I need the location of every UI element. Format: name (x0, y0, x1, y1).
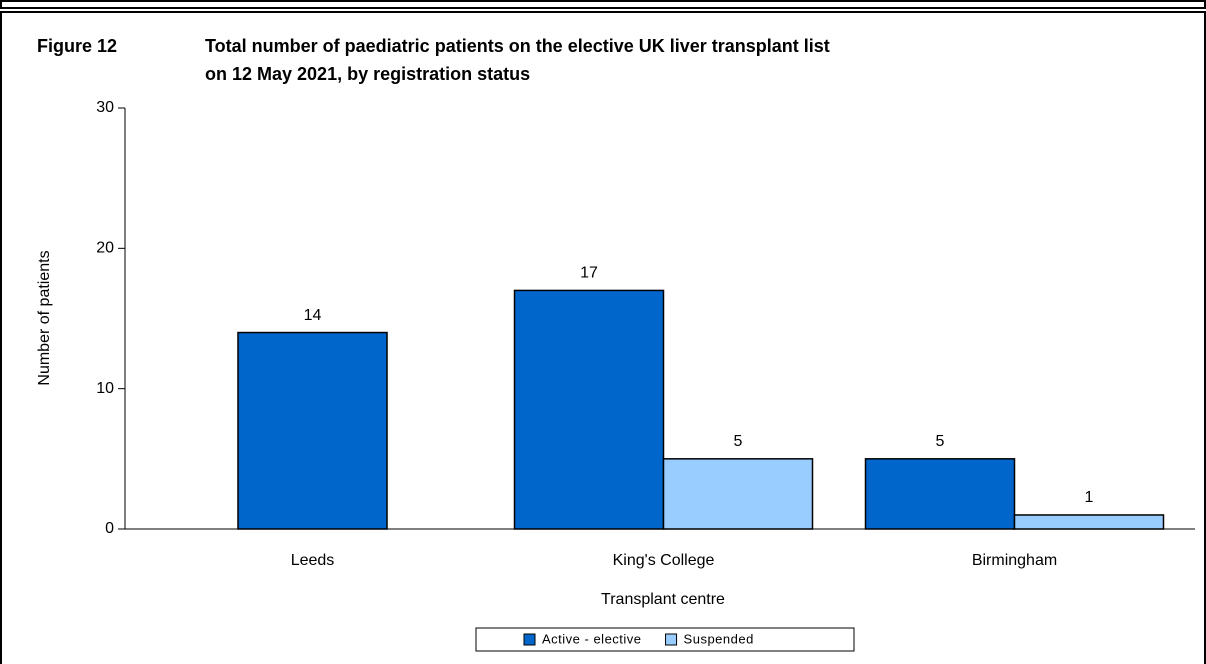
legend-label: Suspended (684, 631, 754, 646)
y-tick-label: 0 (105, 520, 114, 537)
chart-title: Total number of paediatric patients on t… (205, 36, 830, 56)
data-label: 14 (304, 307, 322, 324)
y-tick-label: 20 (96, 240, 114, 257)
y-tick-label: 30 (96, 99, 114, 116)
x-tick-label: Birmingham (972, 552, 1057, 569)
y-axis-label: Number of patients (36, 250, 53, 385)
legend-swatch (665, 633, 678, 646)
x-tick-label: King's College (613, 552, 715, 569)
chart-title: on 12 May 2021, by registration status (205, 64, 530, 84)
data-label: 1 (1085, 489, 1094, 506)
data-label: 17 (580, 265, 598, 282)
data-label: 5 (734, 433, 743, 450)
x-tick-label: Leeds (291, 552, 335, 569)
top-frame (0, 0, 1206, 9)
bar (864, 458, 1016, 530)
legend-label: Active - elective (542, 631, 642, 646)
bar (1013, 514, 1165, 530)
legend-swatch (523, 633, 536, 646)
x-axis-label: Transplant centre (601, 591, 725, 608)
bar (513, 289, 665, 530)
bar (237, 331, 388, 530)
legend-box (475, 627, 855, 652)
y-tick-label: 10 (96, 380, 114, 397)
data-label: 5 (936, 433, 945, 450)
bar (662, 458, 814, 530)
figure-label: Figure 12 (37, 36, 117, 56)
frame (0, 11, 1206, 664)
